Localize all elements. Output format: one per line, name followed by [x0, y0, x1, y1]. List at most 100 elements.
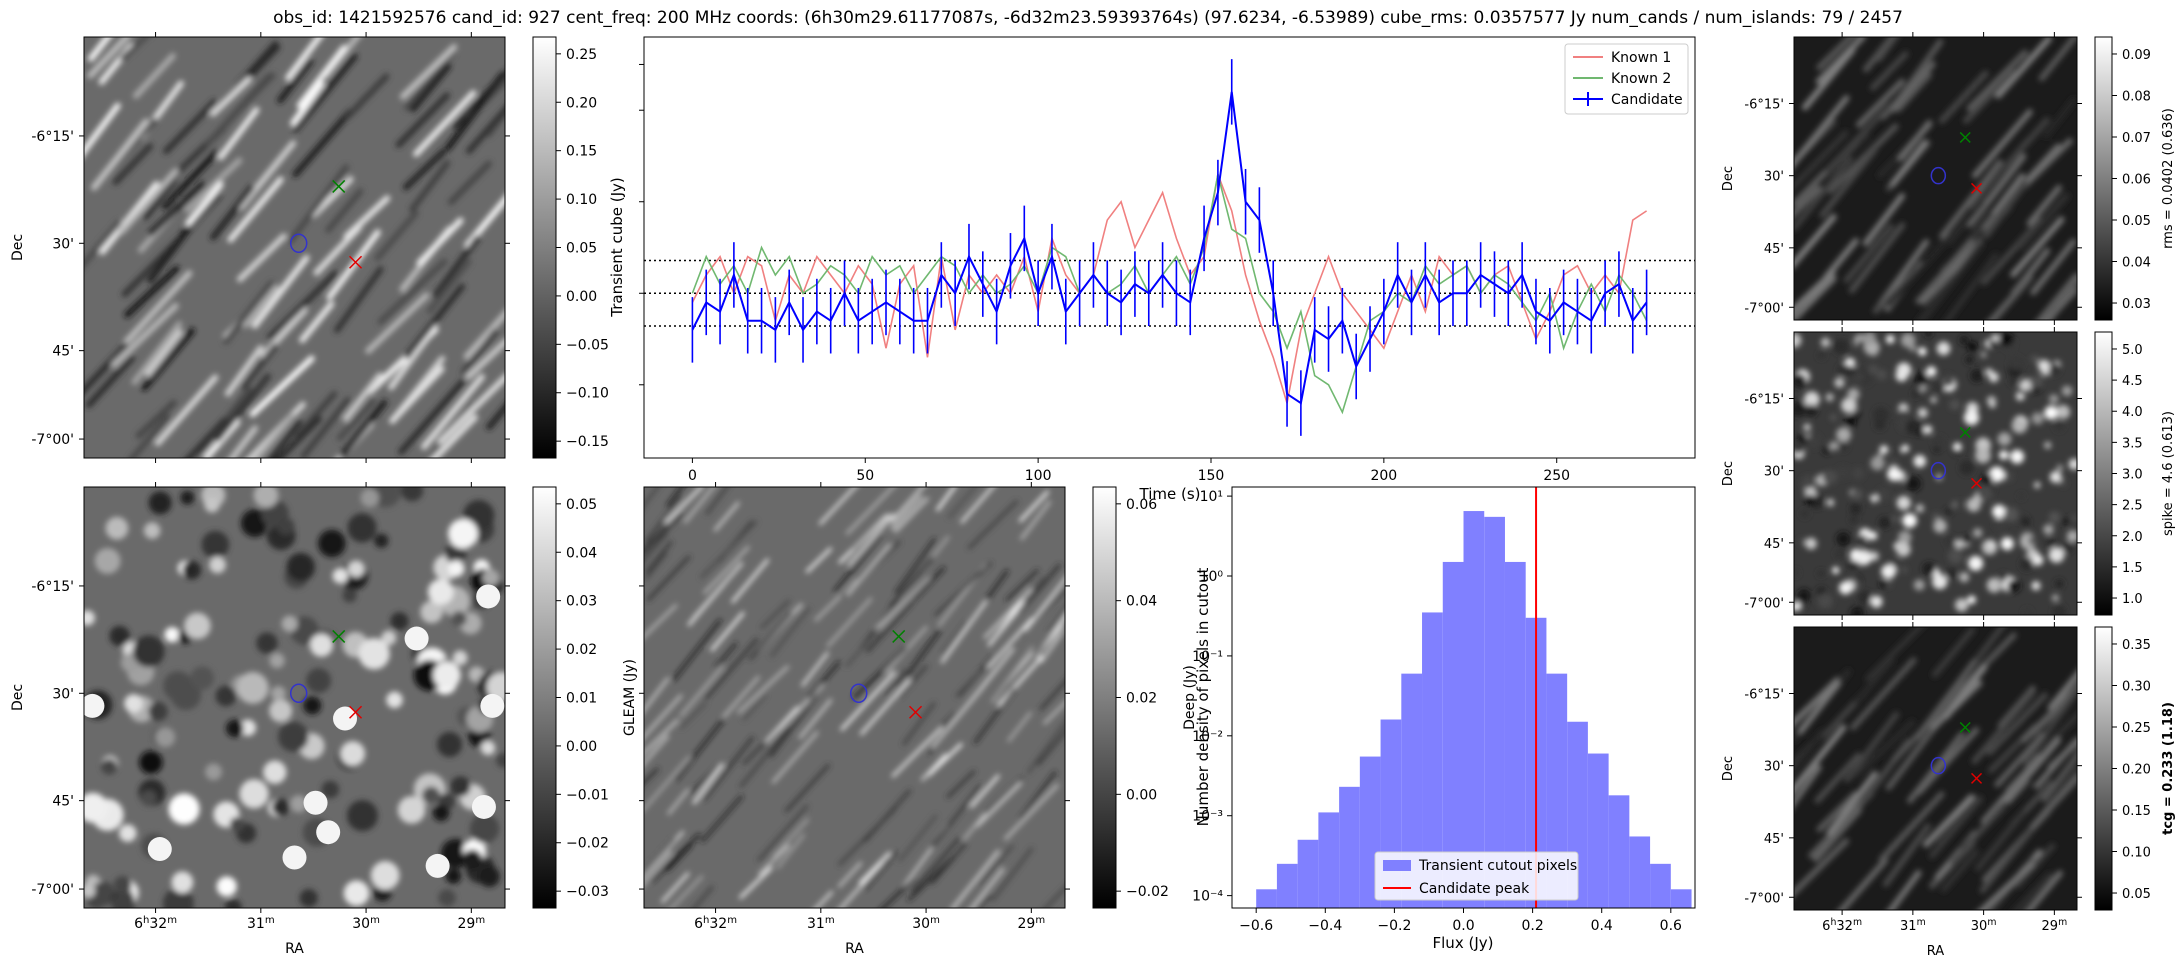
texture-blob [1885, 580, 1892, 588]
texture-blob [1876, 369, 1888, 380]
lightcurve-ylabel: Transient cube (Jy) [608, 177, 626, 317]
texture-blob [2032, 554, 2044, 566]
known-source-1-marker [1959, 721, 1971, 733]
texture-streak [894, 537, 936, 595]
texture-streak [664, 487, 704, 524]
texture-blob [381, 630, 397, 646]
texture-blob [1981, 473, 1993, 485]
texture-blob [1850, 606, 1865, 615]
texture-blob [1944, 535, 1957, 547]
texture-streak [644, 510, 683, 552]
legend-swatch-pixels [1383, 860, 1411, 871]
texture-blob [2066, 530, 2077, 543]
texture-streak [679, 665, 724, 717]
texture-streak [890, 487, 925, 524]
texture-blob [1909, 344, 1917, 352]
ra-tick-label: 30m [1971, 917, 1997, 934]
texture-streak [398, 378, 466, 455]
texture-streak [890, 495, 923, 530]
texture-blob [1987, 540, 1996, 549]
colorbar-tick-label: 0.20 [566, 95, 597, 111]
texture-blob [342, 588, 357, 603]
histogram-bar [1650, 863, 1671, 908]
texture-streak [776, 833, 805, 870]
texture-blob [204, 497, 220, 513]
bright-source [471, 794, 496, 819]
texture-blob [2048, 539, 2056, 547]
texture-streak [251, 254, 310, 329]
histogram-plot-area: −0.6 −0.4 −0.2 0.0 0.2 0.4 0.6 10⁻⁴ 10⁻³ 10⁻² 10⁻¹… [1192, 487, 1692, 934]
texture-streak [112, 143, 154, 186]
colorbar-tick-label: 5.0 [2122, 343, 2143, 358]
known-source-2-marker [1971, 477, 1983, 489]
texture-blob [140, 790, 157, 807]
texture-streak [228, 425, 259, 458]
x-tick-label: 0.0 [1452, 918, 1474, 934]
texture-blob [2049, 471, 2062, 483]
texture-blob [2051, 594, 2059, 602]
texture-streak [131, 321, 183, 385]
texture-streak [111, 302, 179, 368]
dec-axis-label: Dec [1721, 461, 1736, 486]
texture-streak [395, 92, 450, 148]
texture-blob [1986, 577, 2002, 593]
texture-blob [1913, 371, 1929, 386]
legend-label-peak: Candidate peak [1419, 881, 1530, 897]
texture-blob [269, 652, 285, 669]
texture-blob [224, 898, 242, 908]
texture-streak [889, 556, 934, 608]
texture-blob [2020, 557, 2034, 571]
texture-streak [704, 637, 759, 700]
known-source-1-marker [1959, 131, 1971, 143]
colorbar-label: GLEAM (Jy) [622, 659, 638, 736]
histogram-bar [1504, 561, 1526, 908]
texture-blob [1838, 441, 1849, 452]
texture-blob [2043, 524, 2054, 535]
histogram-ylabel: Number density of pixels in cutout [1194, 568, 1212, 827]
texture-streak [990, 645, 1034, 704]
texture-blob [462, 849, 483, 871]
texture-blob [303, 696, 322, 715]
texture-blob [1822, 446, 1832, 455]
texture-blob [1829, 413, 1837, 421]
texture-streak [154, 374, 219, 446]
texture-blob [171, 871, 194, 894]
texture-streak [185, 181, 224, 227]
texture-blob [84, 792, 108, 823]
texture-streak [1794, 269, 1836, 314]
ra-tick-label: 6h32m [1822, 917, 1862, 934]
panel-gleam: 6h32m 31m 30m 29m -6°15' 30' 45' -7°00' Dec RA 0.0… [10, 482, 638, 957]
texture-blob [420, 600, 443, 624]
texture-blob [190, 666, 214, 690]
texture-streak [399, 43, 458, 100]
texture-streak [883, 668, 908, 696]
texture-streak [748, 611, 793, 661]
texture-blob [1868, 531, 1878, 541]
texture-streak [798, 698, 833, 739]
texture-blob [2061, 517, 2070, 526]
texture-blob [118, 824, 137, 842]
texture-streak [1794, 677, 1841, 727]
colorbar-tick-label: 0.15 [566, 144, 597, 160]
texture-blob [422, 786, 441, 805]
dec-tick-label: -6°15' [31, 129, 74, 145]
texture-blob [2061, 385, 2073, 397]
texture-blob [143, 522, 161, 539]
texture-streak [148, 181, 206, 236]
texture-blob [1967, 595, 1976, 605]
texture-streak [897, 629, 941, 689]
texture-blob [2053, 420, 2065, 432]
texture-blob [1997, 432, 2012, 446]
texture-streak [1915, 239, 1975, 305]
texture-streak [913, 566, 946, 601]
texture-streak [674, 717, 725, 782]
texture-blob [480, 740, 496, 756]
texture-blob [1896, 541, 1911, 557]
texture-blob [2056, 404, 2071, 419]
texture-streak [2012, 871, 2053, 910]
texture-streak [911, 837, 961, 893]
texture-blob [124, 694, 143, 713]
bright-source [303, 790, 328, 815]
texture-streak [292, 109, 353, 178]
texture-streak [661, 872, 690, 903]
